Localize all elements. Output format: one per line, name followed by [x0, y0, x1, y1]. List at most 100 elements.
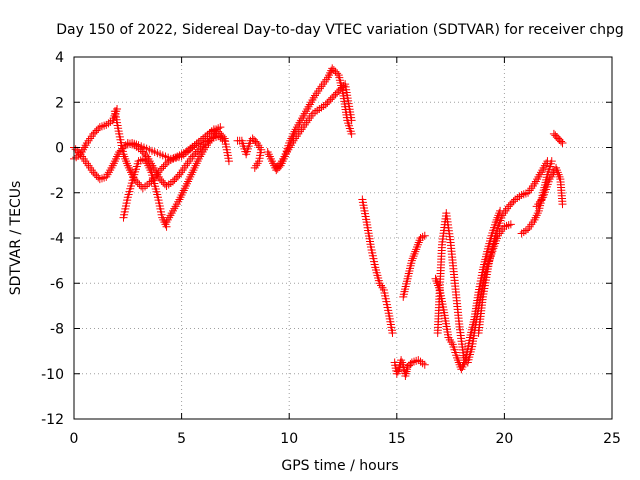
data-point [104, 119, 113, 128]
data-point [502, 221, 511, 230]
data-point [139, 149, 148, 158]
data-point [188, 152, 197, 161]
data-point [159, 162, 168, 171]
data-point [308, 109, 317, 118]
data-point [95, 175, 104, 184]
data-point [319, 102, 328, 111]
data-point [100, 121, 109, 130]
data-point [250, 163, 259, 172]
data-point [347, 129, 356, 138]
data-point [209, 132, 218, 141]
data-point [89, 168, 98, 177]
data-point [412, 356, 421, 365]
data-point [401, 369, 410, 378]
data-point [97, 174, 106, 183]
data-point [193, 147, 202, 156]
data-point [138, 184, 147, 193]
data-point [500, 222, 509, 231]
data-point [532, 211, 541, 220]
data-point [519, 227, 528, 236]
chart-title: Day 150 of 2022, Sidereal Day-to-day VTE… [56, 22, 624, 38]
data-point [90, 170, 99, 179]
data-point [418, 359, 427, 368]
data-point [557, 137, 566, 146]
data-point [328, 64, 337, 73]
y-axis-label: SDTVAR / TECUs [8, 181, 24, 296]
data-point [157, 164, 166, 173]
data-point [334, 86, 343, 95]
y-tick-label: 4 [55, 50, 64, 66]
data-point [173, 172, 182, 181]
data-point [90, 128, 99, 137]
data-point [72, 153, 81, 162]
data-point [136, 156, 145, 165]
data-point [92, 171, 101, 180]
data-point [504, 202, 513, 211]
data-point [347, 116, 356, 125]
x-tick-label: 0 [70, 431, 79, 447]
series-arc-6 [162, 127, 233, 227]
data-point [326, 95, 335, 104]
series-arc-18 [532, 163, 567, 211]
data-point [515, 192, 524, 201]
data-point [212, 125, 221, 134]
data-point [138, 147, 147, 156]
data-point [189, 150, 198, 159]
data-point [162, 181, 171, 190]
data-point [184, 146, 193, 155]
data-point [181, 148, 190, 157]
y-tick-label: -6 [50, 276, 64, 292]
data-point [217, 131, 226, 140]
y-tick-label: 2 [55, 95, 64, 111]
series-arc-7 [233, 136, 255, 159]
data-point [507, 198, 516, 207]
data-point [521, 226, 530, 235]
data-point [159, 178, 168, 187]
y-tick-label: -4 [50, 231, 64, 247]
data-point [166, 178, 175, 187]
data-point [216, 123, 225, 132]
series-arc-12 [390, 356, 429, 381]
data-point [329, 66, 338, 75]
x-tick-label: 10 [280, 431, 298, 447]
series-arc-15 [433, 209, 515, 367]
data-point [164, 157, 173, 166]
data-point [315, 105, 324, 114]
data-point [175, 151, 184, 160]
series-arc-13 [399, 231, 429, 301]
data-point [194, 137, 203, 146]
data-point [547, 157, 556, 166]
data-point [164, 180, 173, 189]
data-point [513, 194, 522, 203]
data-point [172, 174, 181, 183]
data-point [156, 175, 165, 184]
data-point [558, 138, 567, 147]
series-arc-8 [248, 134, 266, 172]
series-arc-19 [549, 129, 567, 147]
grid-layer [74, 57, 612, 419]
data-point [517, 229, 526, 238]
data-point [177, 150, 186, 159]
data-point [157, 176, 166, 185]
x-axis-label: GPS time / hours [281, 458, 398, 474]
data-point [196, 136, 205, 145]
data-point [199, 134, 208, 143]
data-point [71, 145, 80, 154]
series-arc-11 [358, 195, 397, 338]
series-arc-10 [272, 80, 356, 172]
data-point [198, 142, 207, 151]
x-tick-label: 20 [495, 431, 513, 447]
y-tick-label: -2 [50, 186, 64, 202]
data-point [73, 146, 82, 155]
data-point [416, 357, 425, 366]
data-point [170, 175, 179, 184]
data-point [509, 197, 518, 206]
data-point [192, 139, 201, 148]
data-point [166, 155, 175, 164]
data-point [135, 180, 144, 189]
data-point [92, 126, 101, 135]
data-point [89, 129, 98, 138]
data-point [414, 356, 423, 365]
